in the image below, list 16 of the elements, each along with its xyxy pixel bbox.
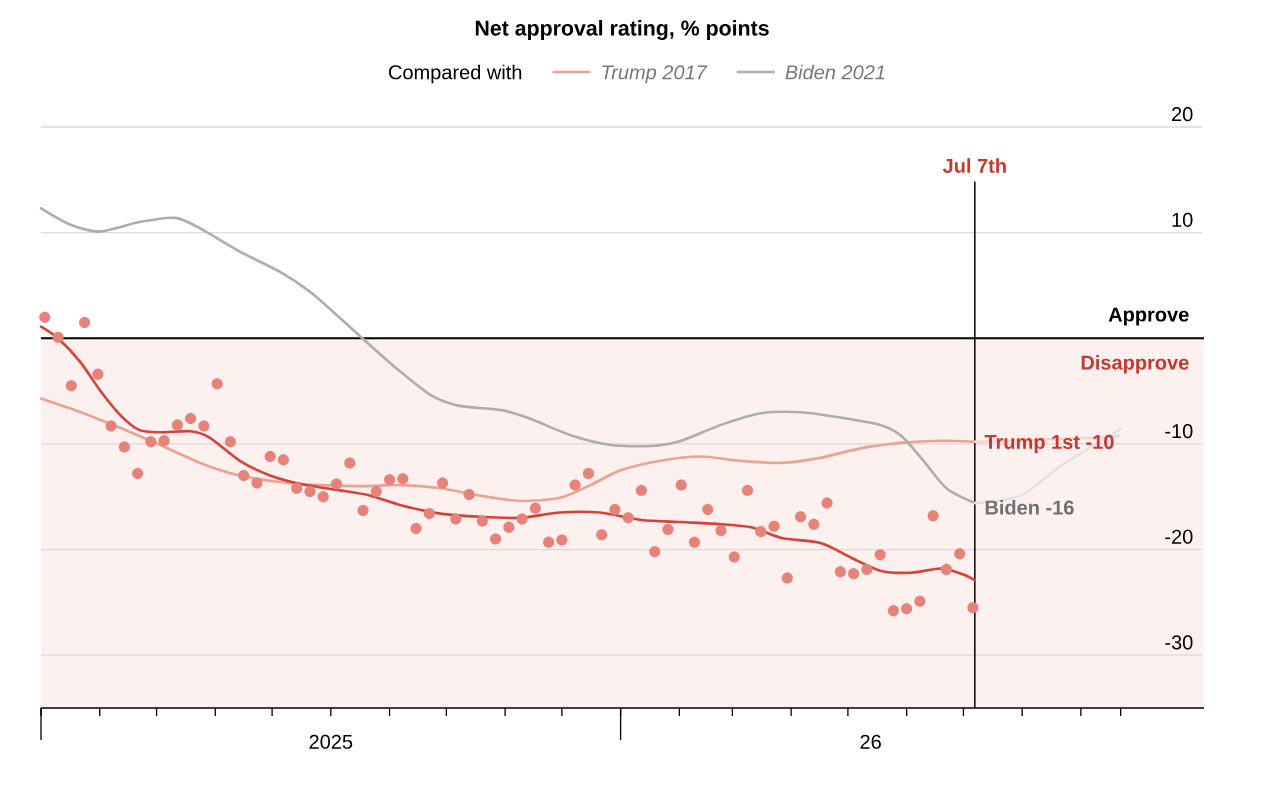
ref-line-label: Jul 7th bbox=[942, 158, 1006, 173]
x-tick-label: 2025 bbox=[309, 734, 353, 749]
y-tick-label: 10 bbox=[1172, 212, 1193, 227]
annotation: Biden -16 bbox=[985, 499, 1074, 515]
legend-label: Trump 2017 bbox=[602, 65, 708, 84]
x-tick-label: 26 bbox=[860, 734, 881, 749]
y-tick-label: 20 bbox=[1172, 107, 1193, 122]
annotation: Trump 1st -10 bbox=[984, 434, 1114, 453]
y-tick-label: -20 bbox=[1165, 529, 1193, 544]
band-label: Disapprove bbox=[1081, 354, 1189, 374]
ref-line-label: Approve bbox=[1108, 307, 1189, 326]
legend-label: Biden 2021 bbox=[785, 64, 885, 80]
legend-title: Compared with bbox=[389, 64, 522, 84]
chart-title: Net approval rating, % points bbox=[475, 20, 769, 40]
y-tick-label: -30 bbox=[1165, 635, 1193, 650]
y-tick-label: -10 bbox=[1165, 424, 1193, 439]
